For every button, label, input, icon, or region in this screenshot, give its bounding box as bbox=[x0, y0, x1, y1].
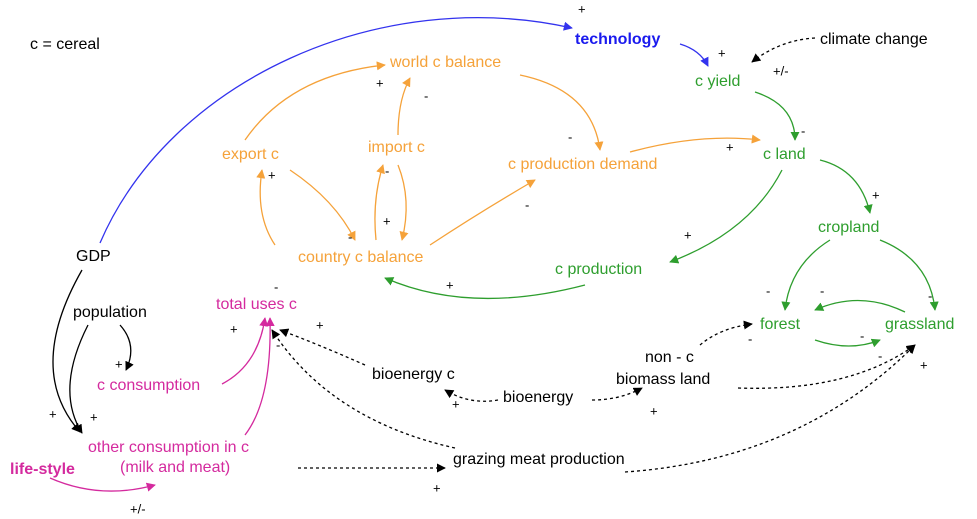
polarity-label: + bbox=[872, 187, 880, 202]
edge bbox=[781, 239, 831, 311]
node-label: c consumption bbox=[97, 377, 200, 394]
node-label: bioenergy c bbox=[372, 366, 455, 383]
node-label: export c bbox=[222, 146, 279, 163]
polarity-label: + bbox=[316, 317, 324, 332]
edge bbox=[99, 17, 573, 244]
polarity-label: + bbox=[268, 167, 276, 182]
polarity-label: +/- bbox=[773, 63, 789, 78]
node-label: forest bbox=[760, 316, 801, 333]
node-label: other consumption in c bbox=[88, 439, 249, 456]
node-label: world c balance bbox=[389, 54, 501, 71]
polarity-label: - bbox=[928, 288, 932, 303]
edge bbox=[397, 77, 411, 136]
polarity-label: + bbox=[684, 227, 692, 242]
polarity-label: - bbox=[525, 197, 529, 212]
edge bbox=[669, 169, 783, 264]
edge bbox=[879, 239, 939, 311]
polarity-label: - bbox=[276, 337, 280, 352]
edge bbox=[444, 389, 499, 402]
node-label: c yield bbox=[695, 73, 740, 90]
polarity-label: + bbox=[718, 45, 726, 60]
edge bbox=[397, 164, 409, 241]
node-label: import c bbox=[368, 139, 425, 156]
edge bbox=[737, 344, 916, 389]
edge bbox=[629, 134, 761, 153]
polarity-label: - bbox=[766, 283, 770, 298]
polarity-label: - bbox=[820, 283, 824, 298]
polarity-label: - bbox=[748, 331, 752, 346]
polarity-label: + bbox=[650, 403, 658, 418]
edge bbox=[819, 159, 873, 214]
edge bbox=[699, 320, 753, 346]
edge bbox=[52, 269, 83, 433]
node-label: climate change bbox=[820, 31, 928, 48]
edge bbox=[384, 277, 586, 300]
node-label: bioenergy bbox=[503, 389, 573, 406]
node-label: c production bbox=[555, 261, 642, 278]
edge bbox=[429, 179, 536, 246]
polarity-label: + bbox=[230, 321, 238, 336]
node-label: technology bbox=[575, 31, 660, 48]
node-label: grazing meat production bbox=[453, 451, 625, 468]
edge bbox=[244, 61, 386, 141]
node-label: c = cereal bbox=[30, 36, 100, 53]
edge bbox=[289, 169, 356, 241]
polarity-label: - bbox=[568, 129, 572, 144]
node-label: biomass land bbox=[616, 371, 710, 388]
polarity-label: + bbox=[376, 75, 384, 90]
edge bbox=[271, 329, 456, 449]
polarity-label: + bbox=[446, 277, 454, 292]
node-label: life-style bbox=[10, 461, 75, 478]
edge bbox=[69, 324, 89, 434]
node-label: (milk and meat) bbox=[120, 459, 230, 476]
polarity-label: - bbox=[348, 229, 352, 244]
polarity-label: +/- bbox=[130, 501, 146, 516]
edge bbox=[814, 299, 906, 313]
polarity-label: - bbox=[801, 123, 805, 138]
node-label: total uses c bbox=[216, 296, 297, 313]
node-label: GDP bbox=[76, 248, 111, 265]
node-label: grassland bbox=[885, 316, 954, 333]
polarity-label: - bbox=[860, 328, 864, 343]
edge bbox=[754, 91, 800, 141]
edge bbox=[519, 74, 604, 151]
labels: c = cereal technology climate change c yiel… bbox=[10, 1, 954, 516]
polarity-label: + bbox=[383, 213, 391, 228]
polarity-label: + bbox=[49, 406, 57, 421]
node-label: cropland bbox=[818, 219, 879, 236]
node-label: country c balance bbox=[298, 249, 424, 266]
polarity-label: + bbox=[578, 1, 586, 16]
node-label: c land bbox=[763, 146, 806, 163]
edge bbox=[814, 338, 881, 348]
polarity-label: + bbox=[726, 139, 734, 154]
polarity-label: - bbox=[424, 88, 428, 103]
node-label: non - c bbox=[645, 349, 694, 366]
edge bbox=[279, 328, 366, 366]
polarity-label: + bbox=[920, 357, 928, 372]
polarity-label: + bbox=[433, 480, 441, 495]
polarity-label: + bbox=[90, 409, 98, 424]
polarity-label: + bbox=[452, 396, 460, 411]
edge bbox=[221, 317, 269, 385]
edge bbox=[256, 169, 276, 246]
edges bbox=[49, 17, 939, 492]
edge bbox=[49, 477, 156, 492]
polarity-label: - bbox=[385, 163, 389, 178]
edge bbox=[591, 387, 643, 401]
edge bbox=[119, 324, 134, 371]
edge bbox=[679, 43, 709, 67]
polarity-label: - bbox=[274, 279, 278, 294]
polarity-label: - bbox=[878, 348, 882, 363]
polarity-label: + bbox=[115, 356, 123, 371]
node-label: population bbox=[73, 304, 147, 321]
edge bbox=[244, 317, 275, 436]
edge bbox=[751, 37, 816, 63]
node-label: c production demand bbox=[508, 156, 657, 173]
edge bbox=[374, 164, 385, 241]
